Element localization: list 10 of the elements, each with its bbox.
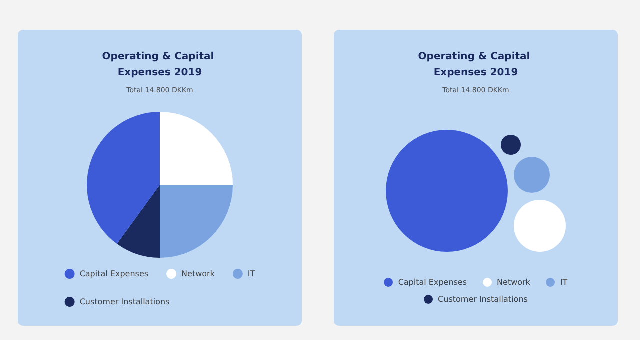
category-label: Capital Expenses — [398, 278, 468, 287]
legend-label: IT — [248, 270, 256, 278]
legend-label: Customer Installations — [80, 298, 170, 306]
legend-label: Capital Expenses — [80, 270, 149, 278]
text: Operating & Capital Expenses 2019 — [418, 52, 534, 78]
category-label: Customer Installations — [438, 295, 528, 304]
chart-title: Operating & Capital Expenses 2019 — [102, 52, 218, 78]
category-label: IT — [560, 278, 568, 287]
category-label: Network — [497, 278, 530, 287]
legend-label: Network — [182, 270, 216, 278]
